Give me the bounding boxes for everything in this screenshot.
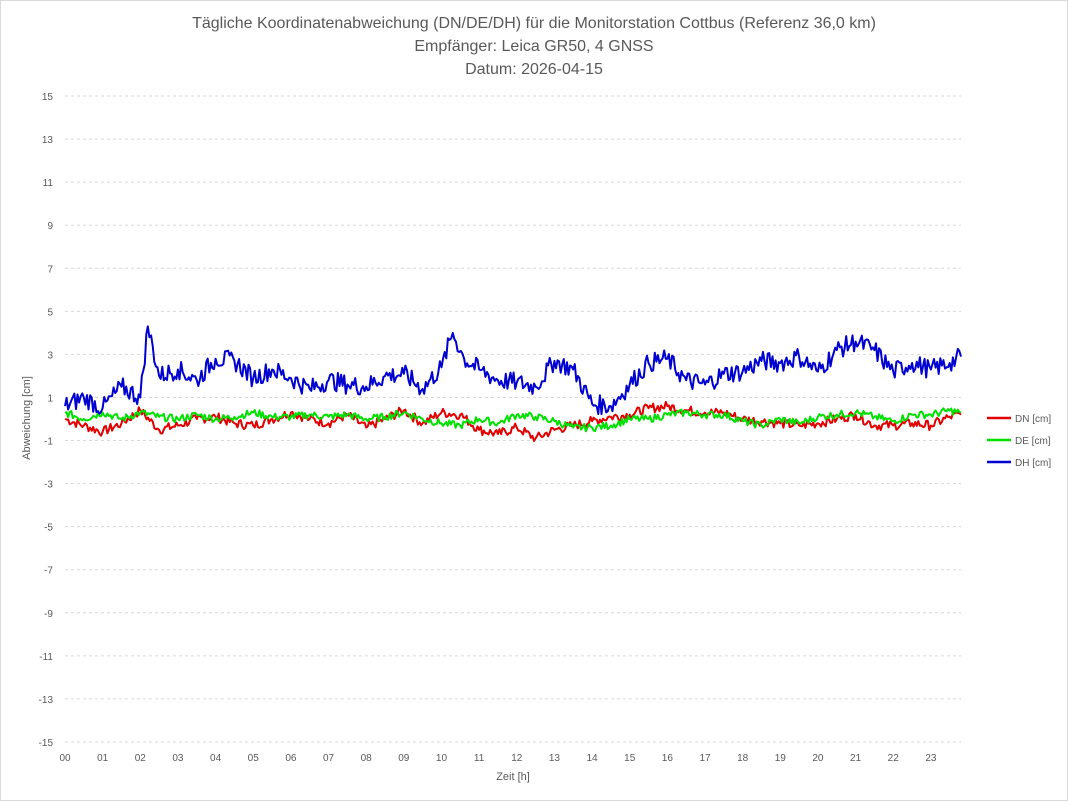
- x-axis-title: Zeit [h]: [496, 771, 530, 783]
- x-tick-label: 00: [59, 753, 71, 764]
- x-tick-label: 10: [436, 753, 448, 764]
- x-tick-label: 14: [586, 753, 598, 764]
- y-tick-label: -13: [39, 695, 54, 706]
- x-tick-label: 03: [172, 753, 184, 764]
- legend: DN [cm] DE [cm] DH [cm]: [987, 414, 1051, 469]
- chart-title-line-1: Tägliche Koordinatenabweichung (DN/DE/DH…: [192, 15, 876, 32]
- legend-label: DH [cm]: [1015, 458, 1051, 469]
- series-line-dn: [64, 400, 962, 442]
- legend-label: DN [cm]: [1015, 414, 1051, 425]
- y-axis-title: Abweichung [cm]: [21, 376, 33, 460]
- x-tick-label: 22: [888, 753, 900, 764]
- y-tick-label: 15: [42, 92, 54, 103]
- y-tick-label: 13: [42, 135, 54, 146]
- x-tick-label: 15: [624, 753, 636, 764]
- y-tick-label: -15: [39, 738, 54, 749]
- x-tick-label: 20: [812, 753, 824, 764]
- series-line-de: [64, 407, 962, 433]
- y-tick-label: -7: [44, 566, 53, 577]
- chart-title-line-2: Empfänger: Leica GR50, 4 GNSS: [414, 38, 653, 55]
- y-tick-label: -11: [39, 652, 53, 663]
- y-tick-label: -5: [44, 523, 53, 534]
- x-tick-label: 13: [549, 753, 561, 764]
- x-tick-label: 02: [135, 753, 147, 764]
- x-tick-label: 23: [925, 753, 937, 764]
- x-tick-label: 21: [850, 753, 862, 764]
- y-tick-label: 5: [47, 307, 53, 318]
- y-tick-label: -3: [44, 480, 53, 491]
- x-tick-label: 17: [699, 753, 711, 764]
- x-tick-label: 19: [775, 753, 787, 764]
- y-tick-label: 1: [47, 393, 53, 404]
- x-tick-label: 12: [511, 753, 523, 764]
- series-line-dh: [64, 325, 962, 416]
- x-tick-label: 11: [474, 753, 485, 764]
- y-tick-label: 9: [47, 221, 53, 232]
- x-tick-label: 01: [97, 753, 109, 764]
- y-tick-label: 3: [47, 350, 53, 361]
- x-tick-label: 07: [323, 753, 335, 764]
- x-tick-label: 05: [248, 753, 260, 764]
- x-axis-ticks: 00 01 02 03 04 05 06 07 08 09 10 11 12 13 14 15 16 17 18 19…: [59, 753, 936, 764]
- chart-title: Tägliche Koordinatenabweichung (DN/DE/DH…: [192, 15, 876, 78]
- y-axis-ticks: 15 13 11 9 7 5 3 1 -1 -3 -5 -7 -9 -11 -13 -15: [39, 92, 54, 749]
- legend-label: DE [cm]: [1015, 436, 1051, 447]
- chart-title-line-3: Datum: 2026-04-15: [465, 61, 603, 78]
- x-tick-label: 08: [361, 753, 373, 764]
- x-tick-label: 16: [662, 753, 674, 764]
- x-tick-label: 04: [210, 753, 222, 764]
- x-tick-label: 18: [737, 753, 749, 764]
- gridlines: [65, 95, 961, 743]
- y-tick-label: -1: [44, 437, 53, 448]
- x-tick-label: 06: [285, 753, 297, 764]
- y-tick-label: 11: [43, 178, 54, 189]
- series-lines: [64, 325, 962, 442]
- y-tick-label: -9: [44, 609, 53, 620]
- x-tick-label: 09: [398, 753, 410, 764]
- y-tick-label: 7: [47, 264, 53, 275]
